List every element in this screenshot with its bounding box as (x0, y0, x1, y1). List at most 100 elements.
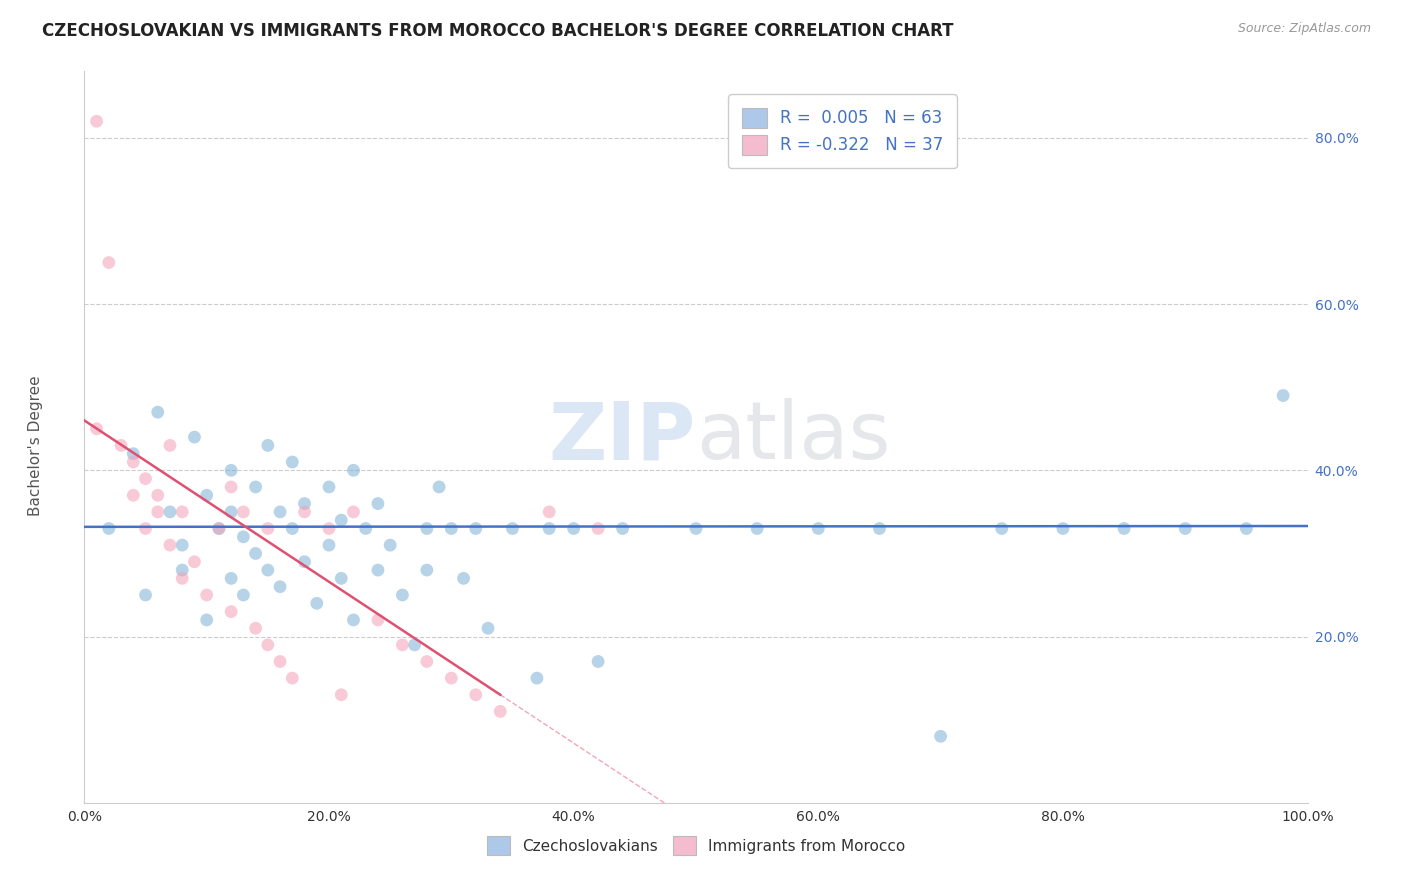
Point (195, 613, 218, 627)
Point (416, 563, 439, 577)
Point (416, 521, 439, 535)
Point (526, 671, 548, 685)
Point (538, 521, 561, 535)
Point (330, 688, 353, 702)
Point (538, 505, 561, 519)
Point (159, 505, 181, 519)
Point (318, 480, 340, 494)
Point (489, 705, 512, 719)
Point (172, 563, 194, 577)
Text: Bachelor's Degree: Bachelor's Degree (28, 376, 42, 516)
Point (208, 521, 231, 535)
Point (391, 638, 413, 652)
Point (869, 521, 891, 535)
Point (232, 505, 254, 519)
Point (86, 422, 108, 436)
Point (135, 472, 157, 486)
Point (1236, 521, 1258, 535)
Legend: Czechoslovakians, Immigrants from Morocco: Czechoslovakians, Immigrants from Morocc… (481, 830, 911, 861)
Point (219, 571, 242, 585)
Point (219, 480, 242, 494)
Point (159, 438, 181, 452)
Point (146, 505, 169, 519)
Point (232, 530, 254, 544)
Text: Source: ZipAtlas.com: Source: ZipAtlas.com (1237, 22, 1371, 36)
Point (318, 521, 340, 535)
Point (245, 480, 267, 494)
Point (342, 505, 364, 519)
Point (257, 438, 280, 452)
Point (257, 563, 280, 577)
Point (183, 430, 205, 444)
Point (97, 255, 120, 269)
Point (416, 655, 439, 669)
Point (685, 521, 707, 535)
Point (440, 521, 463, 535)
Point (183, 555, 205, 569)
Text: CZECHOSLOVAKIAN VS IMMIGRANTS FROM MOROCCO BACHELOR'S DEGREE CORRELATION CHART: CZECHOSLOVAKIAN VS IMMIGRANTS FROM MOROC… (42, 22, 953, 40)
Point (391, 588, 413, 602)
Point (146, 405, 169, 419)
Text: atlas: atlas (696, 398, 890, 476)
Point (342, 463, 364, 477)
Point (146, 488, 169, 502)
Point (1052, 521, 1074, 535)
Point (281, 671, 304, 685)
Point (122, 447, 145, 461)
Text: ZIP: ZIP (548, 398, 696, 476)
Point (135, 588, 157, 602)
Point (586, 521, 609, 535)
Point (269, 580, 291, 594)
Point (269, 505, 291, 519)
Point (929, 729, 952, 743)
Point (269, 655, 291, 669)
Point (586, 655, 609, 669)
Point (172, 538, 194, 552)
Point (1114, 521, 1136, 535)
Point (991, 521, 1014, 535)
Point (404, 638, 426, 652)
Point (281, 521, 304, 535)
Point (453, 571, 475, 585)
Point (367, 563, 389, 577)
Point (330, 571, 353, 585)
Point (477, 621, 499, 635)
Point (172, 571, 194, 585)
Point (305, 596, 328, 610)
Point (195, 588, 218, 602)
Point (172, 505, 194, 519)
Point (1174, 521, 1197, 535)
Point (135, 521, 157, 535)
Point (562, 521, 585, 535)
Point (232, 588, 254, 602)
Point (86, 114, 108, 128)
Point (807, 521, 830, 535)
Point (747, 521, 769, 535)
Point (245, 546, 267, 560)
Point (318, 538, 340, 552)
Point (1272, 388, 1295, 402)
Point (367, 497, 389, 511)
Point (427, 480, 450, 494)
Point (219, 605, 242, 619)
Point (257, 521, 280, 535)
Point (294, 497, 316, 511)
Point (502, 521, 524, 535)
Point (380, 538, 402, 552)
Point (354, 521, 377, 535)
Point (281, 455, 304, 469)
Point (330, 513, 353, 527)
Point (342, 613, 364, 627)
Point (159, 538, 181, 552)
Point (612, 521, 634, 535)
Point (110, 438, 132, 452)
Point (367, 613, 389, 627)
Point (440, 671, 463, 685)
Point (257, 638, 280, 652)
Point (219, 463, 242, 477)
Point (245, 621, 267, 635)
Point (294, 505, 316, 519)
Point (122, 488, 145, 502)
Point (219, 505, 242, 519)
Point (195, 488, 218, 502)
